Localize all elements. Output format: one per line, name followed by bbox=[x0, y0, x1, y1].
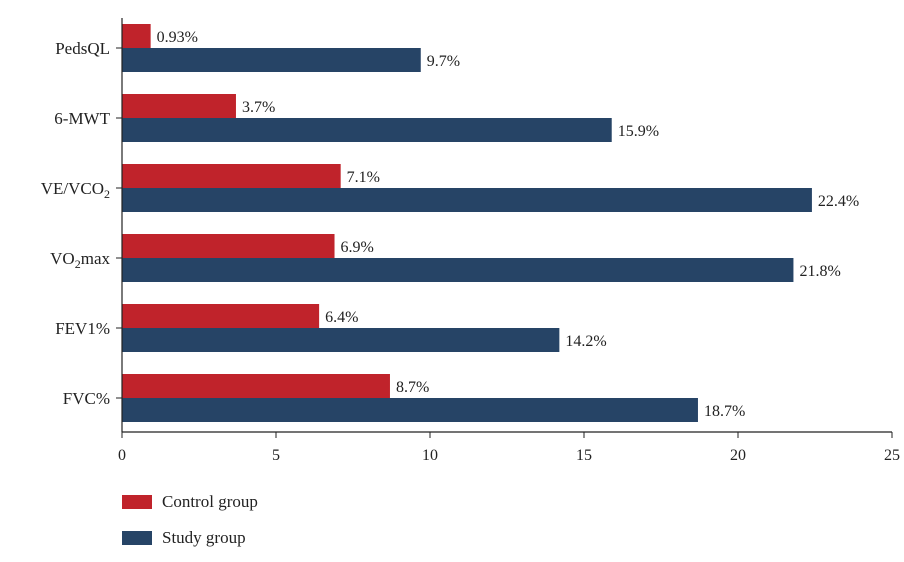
legend: Control group Study group bbox=[122, 490, 258, 562]
category-label-2: VE/VCO2 bbox=[41, 179, 110, 201]
bar-study-2 bbox=[122, 188, 812, 212]
category-label-0: PedsQL bbox=[55, 39, 110, 58]
bar-study-4 bbox=[122, 328, 560, 352]
category-label-1: 6-MWT bbox=[54, 109, 110, 128]
value-label-control-1: 3.7% bbox=[242, 99, 275, 116]
value-label-study-5: 18.7% bbox=[704, 403, 745, 420]
bars-layer bbox=[122, 24, 812, 422]
category-label-4: FEV1% bbox=[55, 319, 110, 338]
bar-control-5 bbox=[122, 374, 390, 398]
value-label-control-3: 6.9% bbox=[341, 239, 374, 256]
bar-study-0 bbox=[122, 48, 421, 72]
value-label-control-4: 6.4% bbox=[325, 309, 358, 326]
legend-label-control: Control group bbox=[162, 492, 258, 511]
legend-item-control: Control group bbox=[122, 490, 258, 514]
bar-study-1 bbox=[122, 118, 612, 142]
value-label-control-0: 0.93% bbox=[157, 29, 198, 46]
legend-swatch-control bbox=[122, 495, 152, 509]
category-label-5: FVC% bbox=[63, 389, 110, 408]
bar-control-3 bbox=[122, 234, 335, 258]
value-label-control-2: 7.1% bbox=[347, 169, 380, 186]
value-labels-layer: 0.93% 9.7% 3.7% 15.9% 7.1% 22.4% 6.9% 21.8% 6.4%… bbox=[157, 29, 860, 420]
value-label-study-4: 14.2% bbox=[565, 333, 606, 350]
x-tick-label-0: 0 bbox=[118, 447, 126, 464]
legend-label-study: Study group bbox=[162, 528, 246, 547]
category-label-3: VO2max bbox=[50, 249, 110, 271]
value-label-control-5: 8.7% bbox=[396, 379, 429, 396]
bar-chart: 0.93% 9.7% 3.7% 15.9% 7.1% 22.4% 6.9% 21.8% 6.4%… bbox=[41, 18, 900, 464]
legend-swatch-study bbox=[122, 531, 152, 545]
value-label-study-0: 9.7% bbox=[427, 53, 460, 70]
value-label-study-3: 21.8% bbox=[799, 263, 840, 280]
x-tick-label-5: 25 bbox=[884, 447, 900, 464]
legend-item-study: Study group bbox=[122, 526, 258, 550]
x-tick-label-2: 10 bbox=[422, 447, 438, 464]
bar-control-4 bbox=[122, 304, 320, 328]
bar-control-1 bbox=[122, 94, 236, 118]
bar-control-2 bbox=[122, 164, 341, 188]
bar-study-5 bbox=[122, 398, 698, 422]
x-tick-label-1: 5 bbox=[272, 447, 280, 464]
x-tick-label-4: 20 bbox=[730, 447, 746, 464]
x-tick-label-3: 15 bbox=[576, 447, 592, 464]
axes-layer: PedsQL 6-MWT VE/VCO2 VO2max FEV1% FVC% 0 5 10 15 2… bbox=[41, 18, 900, 464]
bar-control-0 bbox=[122, 24, 151, 48]
value-label-study-1: 15.9% bbox=[618, 123, 659, 140]
bar-study-3 bbox=[122, 258, 794, 282]
value-label-study-2: 22.4% bbox=[818, 193, 859, 210]
